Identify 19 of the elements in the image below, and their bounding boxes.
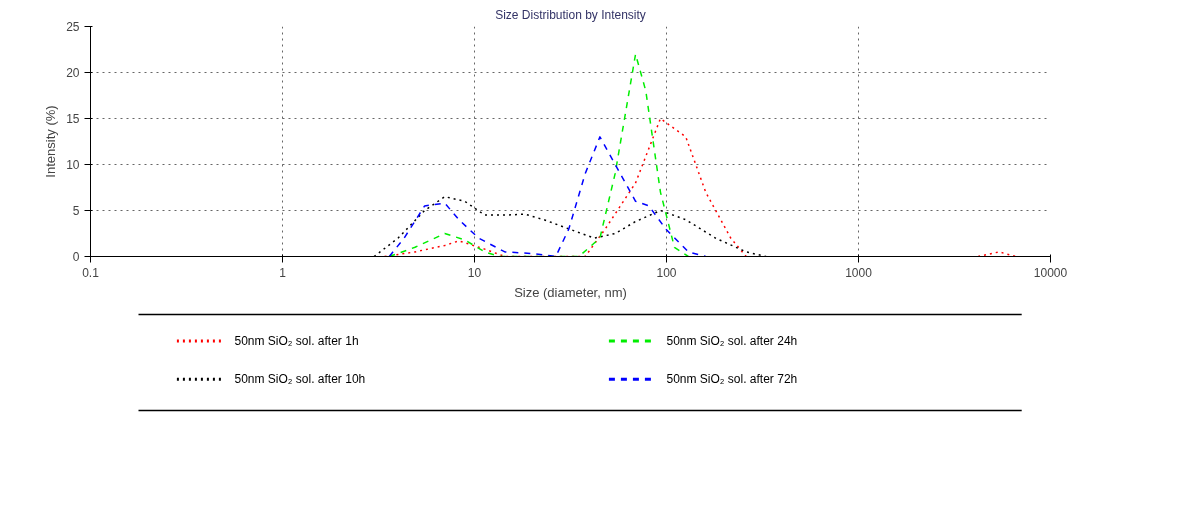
legend-label: 50nm SiO₂ sol. after 24h [666, 333, 798, 348]
x-tick-label: 1 [279, 265, 287, 280]
chart-title: Size Distribution by Intensity [495, 7, 646, 22]
legend-label: 50nm SiO₂ sol. after 1h [234, 333, 359, 348]
y-tick-label: 25 [66, 20, 80, 34]
legend-label: 50nm SiO₂ sol. after 10h [234, 372, 366, 387]
y-tick-label: 15 [66, 112, 80, 126]
x-tick-label: 10000 [1033, 265, 1068, 280]
y-tick-label: 20 [66, 66, 80, 80]
y-tick-label: 5 [72, 204, 80, 218]
x-tick-label: 100 [656, 265, 677, 280]
x-tick-label: 10 [467, 265, 482, 280]
x-tick-label: 1000 [845, 265, 873, 280]
legend-label: 50nm SiO₂ sol. after 72h [666, 372, 798, 387]
y-tick-label: 0 [72, 250, 80, 264]
x-axis-title: Size (diameter, nm) [514, 284, 627, 300]
y-tick-label: 10 [66, 158, 80, 172]
x-tick-label: 0.1 [82, 265, 100, 280]
y-axis-title: Intensity (%) [43, 105, 59, 178]
